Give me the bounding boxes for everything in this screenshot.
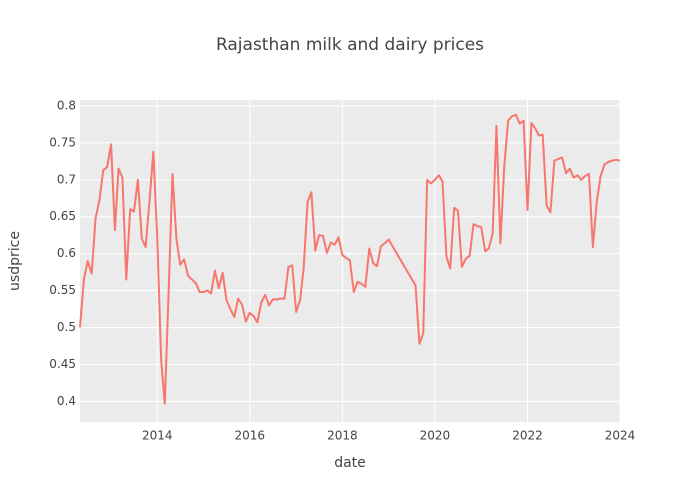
- chart-title: Rajasthan milk and dairy prices: [216, 35, 484, 55]
- y-tick-label: 0.75: [49, 135, 76, 149]
- y-tick-label: 0.65: [49, 209, 76, 223]
- y-axis-title: usdprice: [7, 231, 23, 291]
- x-tick-label: 2016: [235, 429, 266, 443]
- y-tick-label: 0.4: [57, 394, 76, 408]
- y-tick-label: 0.6: [57, 246, 76, 260]
- x-tick-label: 2022: [512, 429, 543, 443]
- y-tick-label: 0.8: [57, 98, 76, 112]
- x-tick-label: 2014: [142, 429, 173, 443]
- y-tick-label: 0.45: [49, 357, 76, 371]
- y-tick-label: 0.7: [57, 172, 76, 186]
- x-tick-label: 2020: [420, 429, 451, 443]
- x-tick-label: 2024: [605, 429, 636, 443]
- x-tick-label: 2018: [327, 429, 358, 443]
- x-axis-title: date: [334, 455, 366, 471]
- data-line: [79, 113, 621, 405]
- y-tick-label: 0.5: [57, 320, 76, 334]
- y-tick-label: 0.55: [49, 283, 76, 297]
- marks: [79, 113, 621, 405]
